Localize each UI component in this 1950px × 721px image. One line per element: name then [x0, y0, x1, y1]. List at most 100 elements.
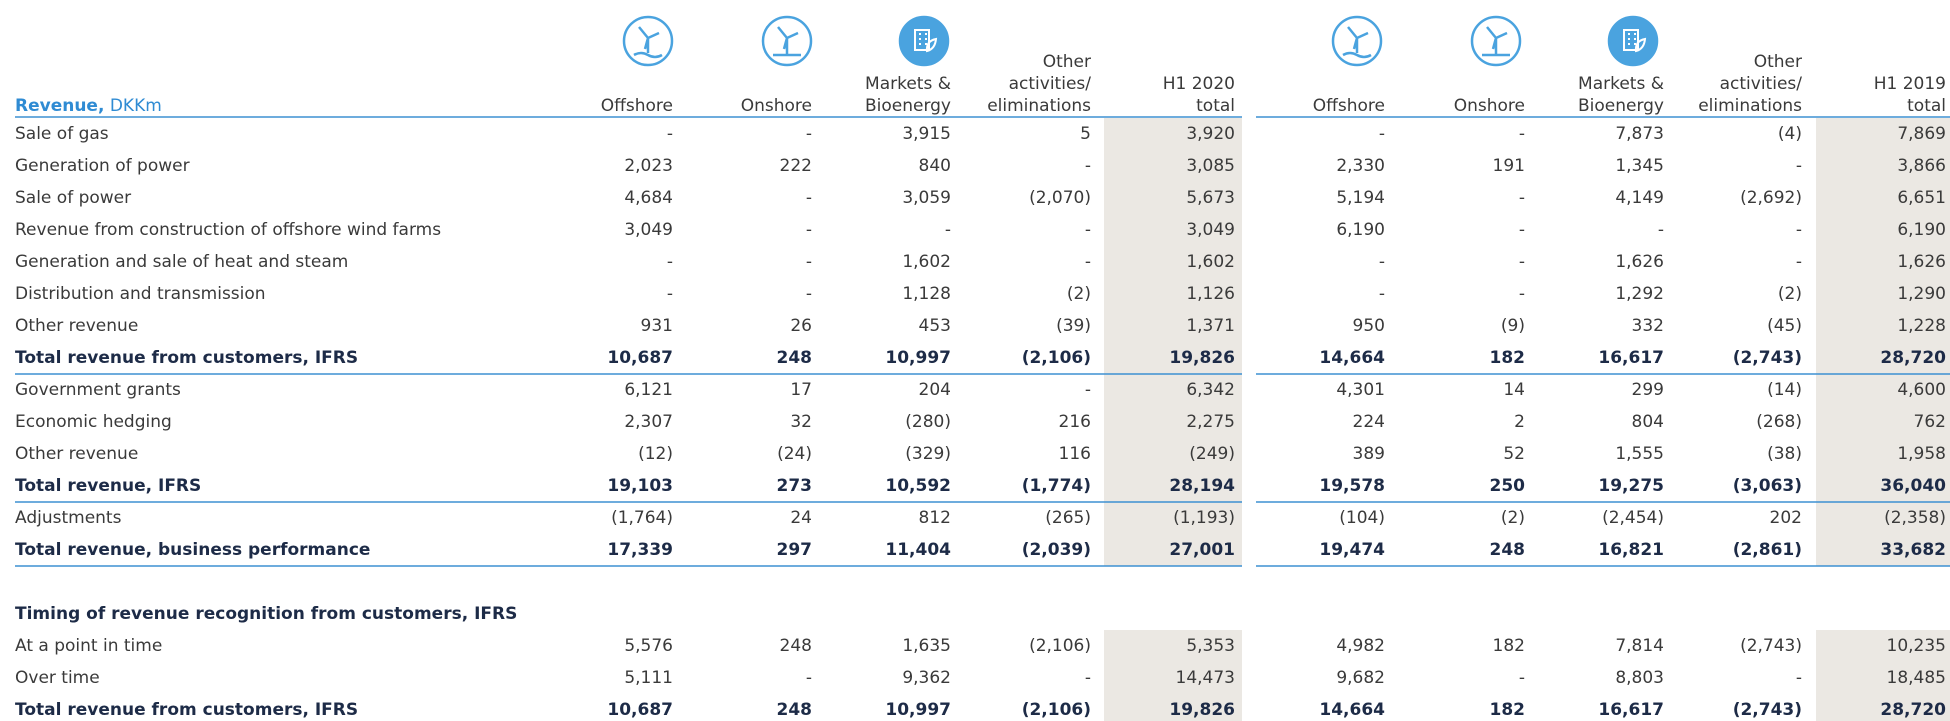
cell-value: (104): [1339, 508, 1385, 528]
cell-value: (39): [1056, 316, 1091, 336]
cell-value: 3,920: [1186, 124, 1235, 144]
cell-value: -: [806, 124, 812, 144]
cell-value: 6,342: [1186, 380, 1235, 400]
row-label: Adjustments: [15, 508, 122, 528]
cell-value: 5: [1080, 124, 1091, 144]
cell-value: 17: [790, 380, 812, 400]
cell-value: 14,664: [1319, 700, 1385, 720]
cell-value: 4,149: [1615, 188, 1664, 208]
cell-value: 389: [1353, 444, 1385, 464]
cell-value: -: [1658, 220, 1664, 240]
cell-value: 248: [780, 636, 812, 656]
column-header: Bioenergy: [865, 96, 951, 116]
cell-value: (4): [1778, 124, 1802, 144]
column-header: eliminations: [987, 96, 1091, 116]
cell-value: 299: [1632, 380, 1664, 400]
cell-value: 3,866: [1897, 156, 1946, 176]
cell-value: -: [806, 220, 812, 240]
cell-value: 3,049: [1186, 220, 1235, 240]
cell-value: -: [806, 188, 812, 208]
row-label: Total revenue from customers, IFRS: [15, 700, 358, 720]
cell-value: 1,228: [1897, 316, 1946, 336]
cell-value: 2,275: [1186, 412, 1235, 432]
row-label: Economic hedging: [15, 412, 172, 432]
cell-value: 116: [1059, 444, 1091, 464]
cell-value: 24: [790, 508, 812, 528]
wind-onshore-icon: [761, 15, 813, 67]
column-header: Markets &: [1578, 74, 1664, 94]
cell-value: 8,803: [1615, 668, 1664, 688]
wind-onshore-icon: [1470, 15, 1522, 67]
cell-value: 182: [1490, 700, 1526, 720]
cell-value: 182: [1490, 348, 1526, 368]
cell-value: (9): [1501, 316, 1525, 336]
column-header: Bioenergy: [1578, 96, 1664, 116]
cell-value: (249): [1189, 444, 1235, 464]
cell-value: -: [1796, 668, 1802, 688]
cell-value: -: [1519, 284, 1525, 304]
cell-value: 332: [1632, 316, 1664, 336]
cell-value: (2,358): [1884, 508, 1946, 528]
cell-value: -: [667, 124, 673, 144]
cell-value: 1,602: [902, 252, 951, 272]
cell-value: 6,121: [624, 380, 673, 400]
cell-value: 453: [919, 316, 951, 336]
shade-cell: [1104, 694, 1242, 721]
shade-cell: [1104, 662, 1242, 694]
column-header: Markets &: [865, 74, 951, 94]
shade-cell: [1104, 406, 1242, 438]
cell-value: 224: [1353, 412, 1385, 432]
cell-value: -: [1085, 380, 1091, 400]
cell-value: (12): [638, 444, 673, 464]
cell-value: (268): [1756, 412, 1802, 432]
cell-value: 52: [1503, 444, 1525, 464]
cell-value: -: [1085, 252, 1091, 272]
row-label: Total revenue from customers, IFRS: [15, 348, 358, 368]
column-header: Onshore: [1454, 96, 1525, 116]
row-label: Generation and sale of heat and steam: [15, 252, 348, 272]
shade-cell: [1816, 246, 1950, 278]
column-header: Other: [1754, 52, 1802, 72]
cell-value: 9,362: [902, 668, 951, 688]
cell-value: 26: [790, 316, 812, 336]
column-header: total: [1907, 96, 1946, 116]
cell-value: (2,070): [1029, 188, 1091, 208]
cell-value: (265): [1045, 508, 1091, 528]
cell-value: 4,684: [624, 188, 673, 208]
column-header: activities/: [1720, 74, 1803, 94]
cell-value: 297: [777, 540, 813, 560]
cell-value: 10,687: [607, 700, 673, 720]
cell-value: 19,826: [1169, 700, 1235, 720]
cell-value: 1,290: [1897, 284, 1946, 304]
column-header: Onshore: [741, 96, 812, 116]
column-header: total: [1196, 96, 1235, 116]
cell-value: 1,602: [1186, 252, 1235, 272]
row-label: Generation of power: [15, 156, 190, 176]
cell-value: 250: [1490, 476, 1526, 496]
cell-value: 19,826: [1169, 348, 1235, 368]
bioenergy-icon: [898, 15, 950, 67]
row-label: Other revenue: [15, 444, 138, 464]
cell-value: (2,454): [1602, 508, 1664, 528]
cell-value: 5,194: [1336, 188, 1385, 208]
column-header: Other: [1043, 52, 1091, 72]
cell-value: -: [1796, 156, 1802, 176]
cell-value: 10,687: [607, 348, 673, 368]
cell-value: -: [1796, 252, 1802, 272]
cell-value: 5,576: [624, 636, 673, 656]
cell-value: 1,292: [1615, 284, 1664, 304]
row-label: Distribution and transmission: [15, 284, 266, 304]
cell-value: 248: [1490, 540, 1526, 560]
cell-value: (2,861): [1733, 540, 1802, 560]
cell-value: (2,743): [1733, 348, 1802, 368]
cell-value: -: [1379, 124, 1385, 144]
shade-cell: [1816, 438, 1950, 470]
cell-value: -: [1519, 188, 1525, 208]
shade-cell: [1816, 662, 1950, 694]
cell-value: 1,555: [1615, 444, 1664, 464]
cell-value: 1,958: [1897, 444, 1946, 464]
cell-value: 27,001: [1169, 540, 1235, 560]
cell-value: (24): [777, 444, 812, 464]
cell-value: 19,578: [1319, 476, 1385, 496]
cell-value: 248: [777, 348, 813, 368]
